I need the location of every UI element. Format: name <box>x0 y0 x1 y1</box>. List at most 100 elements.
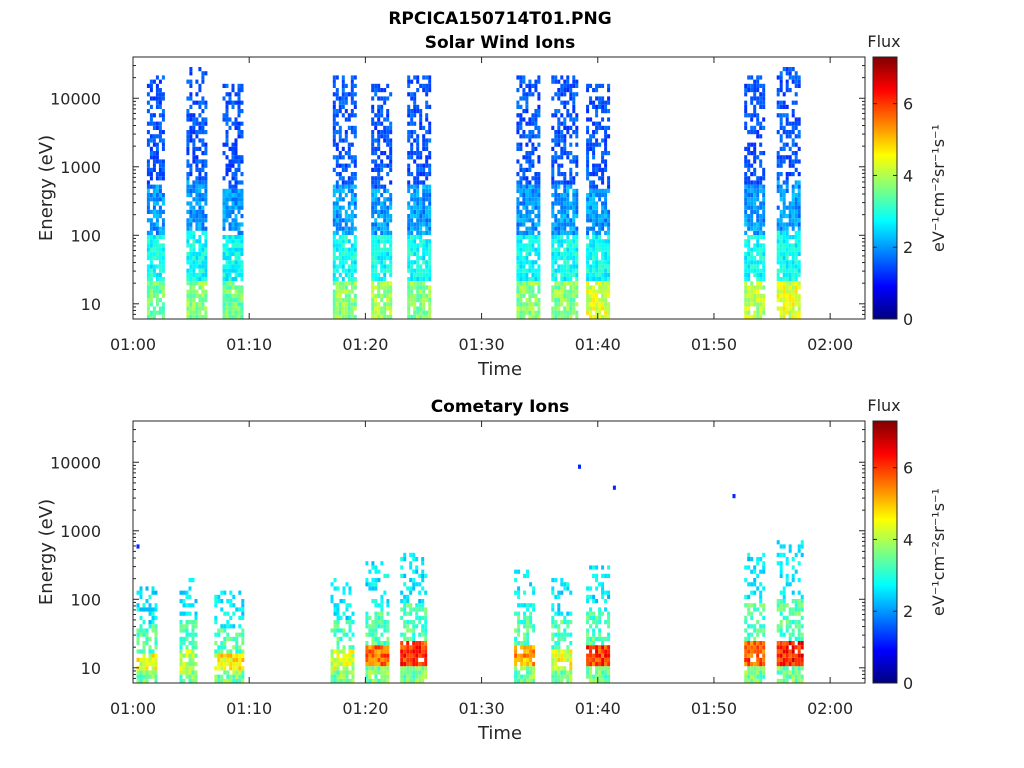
flux-cell <box>592 205 596 210</box>
flux-cell <box>601 645 605 650</box>
flux-cell <box>333 624 337 629</box>
flux-cell <box>421 578 425 583</box>
flux-cell <box>235 662 239 667</box>
flux-cell <box>338 151 342 156</box>
flux-cell <box>428 306 432 311</box>
flux-cell <box>428 243 432 248</box>
flux-cell <box>386 214 390 219</box>
flux-cell <box>589 142 593 147</box>
flux-cell <box>198 83 202 88</box>
flux-cell <box>348 645 352 650</box>
flux-cell <box>237 92 241 97</box>
flux-cell <box>179 666 183 671</box>
flux-cell <box>747 607 751 612</box>
flux-cell <box>759 159 763 164</box>
flux-cell <box>525 151 529 156</box>
flux-cell <box>532 624 536 629</box>
flux-cell <box>595 205 599 210</box>
flux-cell <box>201 176 205 181</box>
flux-cell <box>335 314 339 319</box>
flux-cell <box>534 134 538 139</box>
flux-cell <box>389 92 393 97</box>
flux-cell <box>589 285 593 290</box>
flux-cell <box>560 281 564 286</box>
flux-cell <box>762 285 766 290</box>
flux-cell <box>586 230 590 235</box>
flux-cell <box>380 662 384 667</box>
flux-cell <box>222 209 226 214</box>
flux-cell <box>592 247 596 252</box>
flux-cell <box>201 222 205 227</box>
flux-cell <box>189 167 193 172</box>
flux-cell <box>179 645 183 650</box>
flux-cell <box>333 632 337 637</box>
flux-cell <box>380 159 384 164</box>
flux-cell <box>756 264 760 269</box>
flux-cell <box>522 277 526 282</box>
flux-cell <box>750 603 754 608</box>
flux-cell <box>753 674 757 679</box>
flux-cell <box>572 260 576 265</box>
flux-cell <box>519 117 523 122</box>
flux-cell <box>569 151 573 156</box>
flux-cell <box>563 636 567 641</box>
flux-cell <box>592 641 596 646</box>
flux-cell <box>528 197 532 202</box>
flux-cell <box>797 79 801 84</box>
flux-cell <box>410 197 414 202</box>
flux-cell <box>189 251 193 256</box>
flux-cell <box>534 88 538 93</box>
flux-cell <box>377 180 381 185</box>
flux-cell <box>563 657 567 662</box>
flux-cell <box>347 117 351 122</box>
flux-cell <box>152 125 156 130</box>
flux-cell <box>566 247 570 252</box>
flux-cell <box>554 180 558 185</box>
flux-cell <box>407 268 411 273</box>
flux-cell <box>419 125 423 130</box>
flux-cell <box>186 209 190 214</box>
flux-cell <box>531 247 535 252</box>
flux-cell <box>335 172 339 177</box>
flux-cell <box>237 239 241 244</box>
flux-cell <box>747 314 751 319</box>
flux-cell <box>782 657 786 662</box>
flux-cell <box>220 645 224 650</box>
flux-cell <box>237 109 241 114</box>
flux-cell <box>406 666 410 671</box>
flux-cell <box>222 256 226 261</box>
flux-cell <box>234 201 238 206</box>
flux-cell <box>522 193 526 198</box>
flux-cell <box>747 75 751 80</box>
flux-cell <box>424 649 428 654</box>
flux-cell <box>572 92 576 97</box>
flux-cell <box>335 239 339 244</box>
flux-cell <box>537 109 541 114</box>
flux-cell <box>151 624 155 629</box>
flux-cell <box>560 674 564 679</box>
flux-cell <box>422 205 426 210</box>
flux-cell <box>531 293 535 298</box>
flux-cell <box>592 653 596 658</box>
flux-cell <box>198 277 202 282</box>
flux-cell <box>161 310 165 315</box>
flux-cell <box>797 306 801 311</box>
flux-cell <box>377 104 381 109</box>
flux-cell <box>412 636 416 641</box>
flux-cell <box>339 662 343 667</box>
flux-cell <box>351 649 355 654</box>
flux-cell <box>753 226 757 231</box>
flux-cell <box>744 125 748 130</box>
flux-cell <box>350 113 354 118</box>
flux-cell <box>383 125 387 130</box>
flux-cell <box>240 214 244 219</box>
flux-cell <box>347 113 351 118</box>
flux-cell <box>537 222 541 227</box>
flux-cell <box>416 104 420 109</box>
flux-cell <box>389 251 393 256</box>
flux-cell <box>572 104 576 109</box>
flux-cell <box>416 293 420 298</box>
flux-cell <box>368 582 372 587</box>
flux-cell <box>338 239 342 244</box>
flux-cell <box>152 188 156 193</box>
